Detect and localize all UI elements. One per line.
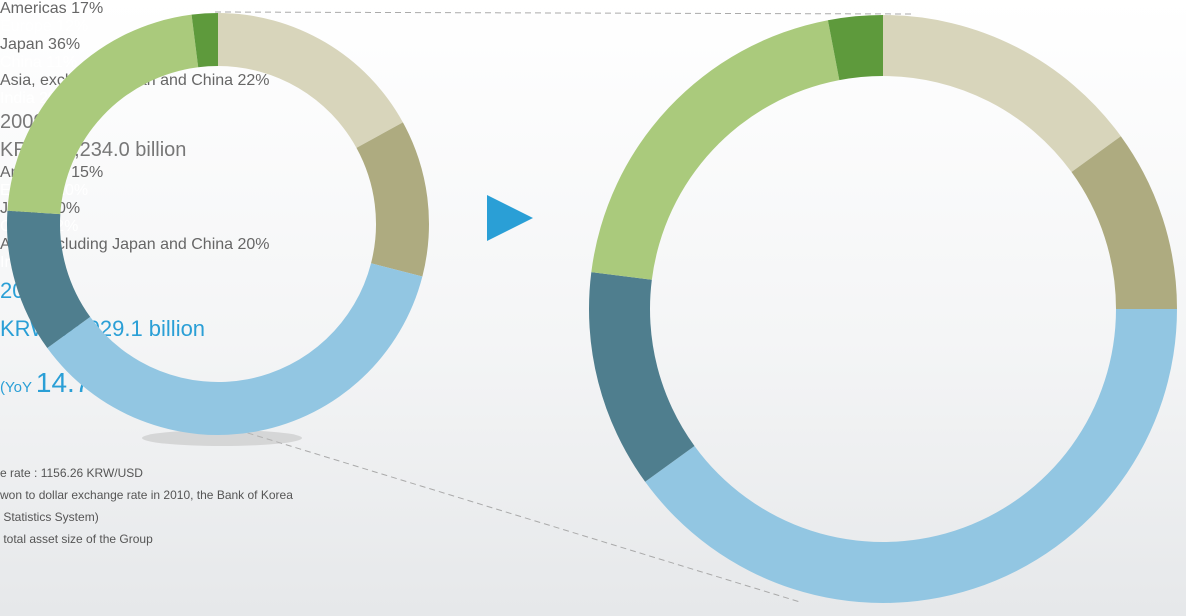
- segment-label: Europe 12%: [0, 18, 1186, 36]
- connector: [237, 429, 801, 603]
- category-label: Americas: [0, 0, 67, 17]
- category-label: Europe: [0, 18, 52, 35]
- donut-segment: [47, 263, 423, 435]
- donut-segment: [1071, 136, 1177, 309]
- value-label: 22%: [237, 72, 270, 89]
- segment-label: China 11%: [0, 54, 1186, 72]
- category-label: India: [0, 90, 35, 107]
- value-label: 36%: [48, 36, 81, 53]
- footnote: Statistics System): [0, 510, 99, 524]
- value-label: 17%: [71, 0, 104, 17]
- donut-segment: [589, 272, 695, 482]
- connector: [214, 11, 913, 15]
- arrow: [487, 195, 533, 241]
- segment-label: Japan 36%: [0, 36, 1186, 54]
- shadow: [142, 430, 302, 446]
- footnote: won to dollar exchange rate in 2010, the…: [0, 488, 293, 502]
- donut-segment: [591, 20, 840, 280]
- footnote: total asset size of the Group: [0, 532, 153, 546]
- category-label: Japan: [0, 36, 44, 53]
- donut-segment: [6, 210, 91, 349]
- donut-segment: [645, 309, 1177, 603]
- donut-segment: [218, 13, 403, 148]
- donut-segment: [827, 15, 883, 81]
- donut-segment: [7, 14, 199, 215]
- category-label: China: [0, 54, 42, 71]
- donut-segment: [191, 13, 218, 68]
- value-label: 15%: [71, 164, 104, 181]
- value-label: 20%: [237, 236, 270, 253]
- yoy-prefix: (YoY: [0, 379, 32, 396]
- donut-segment: [356, 122, 429, 277]
- footnote: e rate : 1156.26 KRW/USD: [0, 466, 143, 480]
- segment-label: Americas 17%: [0, 0, 1186, 18]
- value-label: 11%: [46, 54, 78, 71]
- donut-segment: [883, 15, 1121, 173]
- value-label: 12%: [56, 18, 89, 35]
